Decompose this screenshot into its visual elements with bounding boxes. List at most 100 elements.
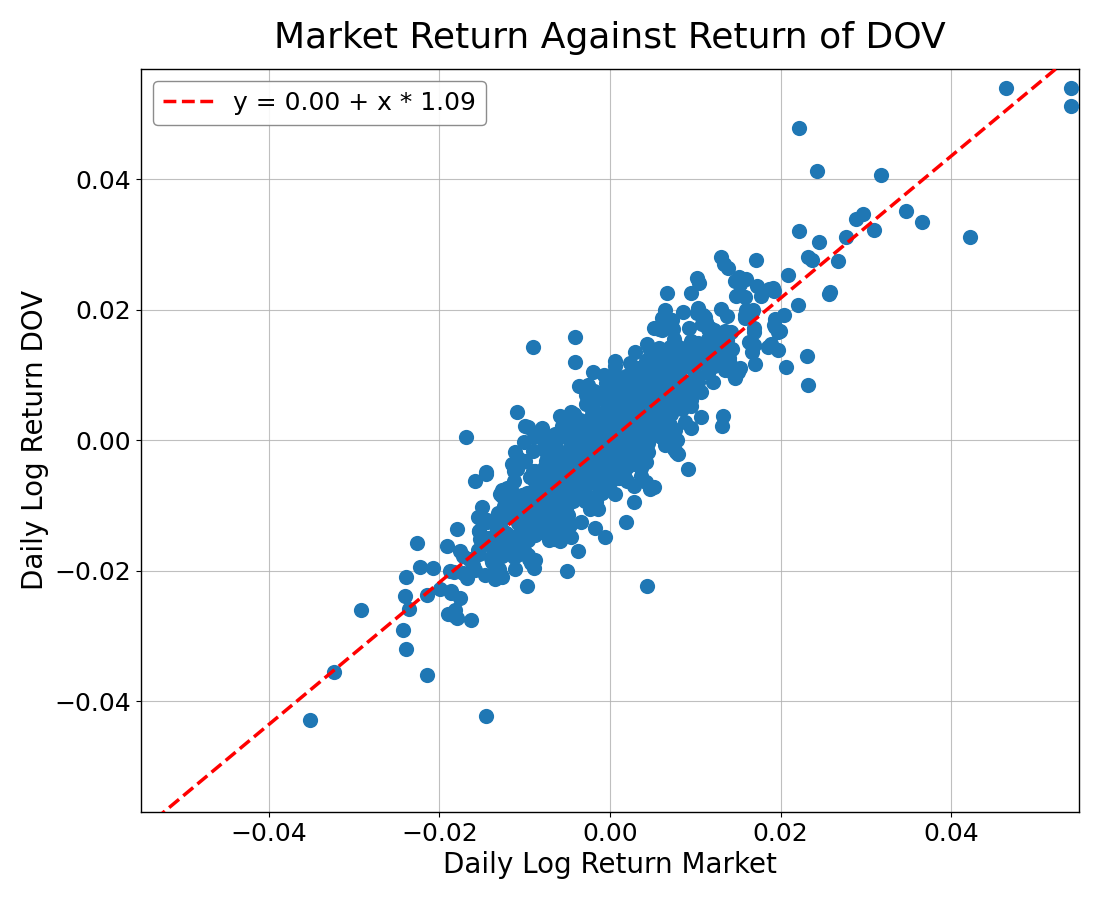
Point: [653, 423, 671, 437]
Point: [718, 309, 736, 323]
Point: [397, 570, 415, 584]
Point: [576, 430, 594, 445]
Point: [606, 487, 624, 501]
Point: [542, 480, 560, 494]
Point: [551, 457, 569, 472]
Point: [529, 481, 547, 495]
Point: [680, 382, 697, 397]
Point: [474, 536, 492, 551]
Point: [639, 415, 657, 429]
Point: [623, 400, 640, 415]
Point: [799, 250, 816, 265]
Point: [618, 473, 636, 488]
Point: [499, 486, 517, 500]
Point: [583, 408, 601, 422]
Point: [593, 485, 611, 500]
Title: Market Return Against Return of DOV: Market Return Against Return of DOV: [274, 21, 946, 55]
Point: [493, 549, 510, 563]
Point: [641, 371, 659, 385]
Point: [536, 436, 553, 451]
Point: [507, 503, 525, 517]
Point: [638, 454, 656, 469]
Point: [575, 454, 593, 469]
Point: [637, 368, 654, 382]
Point: [583, 463, 601, 477]
Point: [609, 437, 627, 452]
Point: [649, 378, 667, 392]
Point: [524, 339, 541, 354]
Point: [715, 355, 733, 369]
Point: [540, 466, 558, 481]
Point: [629, 454, 647, 468]
Point: [394, 623, 411, 637]
Point: [595, 410, 613, 425]
Point: [691, 356, 708, 371]
Point: [778, 360, 795, 374]
Point: [649, 419, 667, 434]
Point: [648, 398, 666, 412]
Point: [618, 460, 636, 474]
Point: [664, 382, 682, 396]
Point: [536, 512, 553, 526]
Point: [398, 642, 416, 656]
Point: [572, 476, 590, 491]
Point: [638, 353, 656, 367]
Point: [690, 336, 707, 350]
Point: [640, 343, 658, 357]
Point: [530, 474, 548, 489]
Point: [585, 416, 603, 430]
Point: [685, 349, 703, 364]
Point: [713, 337, 730, 351]
Point: [596, 427, 614, 441]
Point: [621, 356, 639, 371]
Point: [597, 376, 615, 391]
Point: [477, 709, 495, 724]
Point: [301, 713, 319, 727]
Point: [575, 433, 593, 447]
Point: [712, 342, 729, 356]
Point: [576, 416, 594, 430]
Point: [632, 461, 650, 475]
Point: [532, 487, 550, 501]
Point: [571, 413, 588, 428]
Point: [564, 457, 582, 472]
Point: [634, 379, 651, 393]
Point: [509, 516, 527, 530]
Point: [564, 474, 582, 489]
Point: [645, 422, 662, 436]
Point: [539, 463, 557, 477]
Point: [729, 288, 747, 302]
Point: [614, 399, 631, 413]
Point: [656, 428, 673, 443]
Point: [485, 529, 503, 544]
Point: [516, 508, 534, 522]
Point: [540, 533, 558, 547]
Point: [638, 337, 656, 351]
Point: [652, 402, 670, 417]
Point: [526, 506, 543, 520]
Point: [536, 474, 553, 489]
Point: [651, 348, 669, 363]
Point: [460, 552, 477, 566]
Point: [542, 491, 560, 506]
Point: [829, 254, 847, 268]
Point: [583, 403, 601, 418]
Point: [598, 481, 616, 495]
Point: [597, 410, 615, 424]
Point: [528, 501, 546, 516]
Point: [540, 443, 558, 457]
Point: [584, 447, 602, 462]
Point: [760, 282, 778, 296]
Point: [515, 505, 532, 519]
Point: [546, 488, 563, 502]
Point: [624, 417, 641, 431]
Point: [682, 420, 700, 435]
Point: [543, 507, 561, 521]
Point: [563, 466, 581, 481]
Point: [469, 509, 486, 524]
Point: [603, 437, 620, 452]
Point: [473, 538, 491, 553]
Point: [581, 443, 598, 457]
Point: [591, 459, 608, 473]
Point: [547, 487, 564, 501]
